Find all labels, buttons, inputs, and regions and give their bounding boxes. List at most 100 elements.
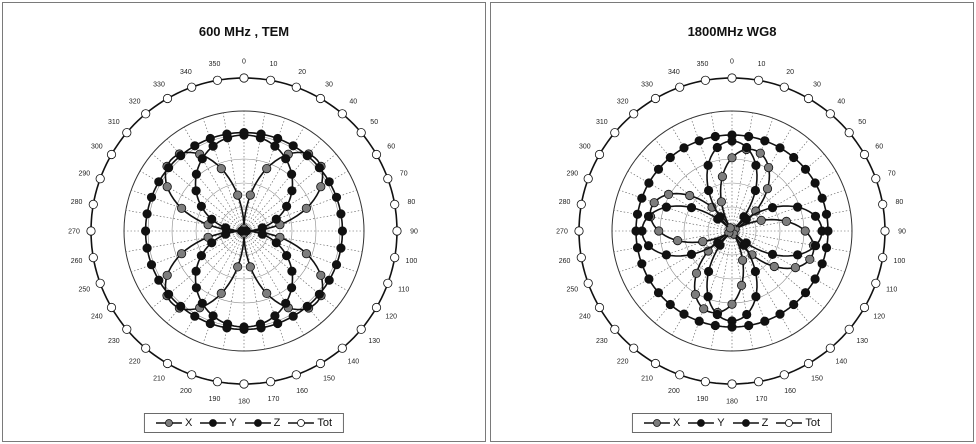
angle-tick-label: 150 <box>323 376 335 383</box>
series-point-z <box>775 309 785 319</box>
angle-tick-label: 290 <box>566 170 578 177</box>
series-point-tot <box>700 75 710 85</box>
angle-tick-label: 310 <box>596 119 608 126</box>
grid-spoke <box>731 138 810 232</box>
series-point-tot <box>650 358 661 369</box>
polar-chart-left: 600 MHz , TEM 0 10 20 30 40 50 60 70 80 90 100 110 1… <box>2 2 486 442</box>
series-point-tot <box>825 109 835 119</box>
angle-tick-label: 180 <box>238 399 250 406</box>
series-point-tot <box>727 73 737 83</box>
series-point-z <box>789 299 799 310</box>
series-point-z <box>337 226 347 236</box>
grid-spoke <box>125 209 245 232</box>
grid-spoke <box>731 230 793 336</box>
grid-spoke <box>671 230 733 336</box>
series-point-tot <box>383 278 393 288</box>
chart-legend: X Y Z Tot <box>631 413 833 433</box>
series-point-tot <box>392 226 402 236</box>
series-point-tot <box>187 370 197 380</box>
series-point-y <box>270 141 280 151</box>
angle-tick-label: 350 <box>697 61 709 68</box>
series-point-x <box>245 262 255 272</box>
angle-tick-label: 170 <box>756 396 768 403</box>
series-point-z <box>256 129 266 139</box>
series-point-y <box>792 202 803 212</box>
grid-spoke <box>243 118 286 232</box>
series-point-tot <box>583 278 593 288</box>
series-point-y <box>750 266 760 277</box>
series-point-x <box>316 182 326 192</box>
legend-marker-tot <box>776 418 803 428</box>
series-point-tot <box>753 75 764 85</box>
series-point-z <box>710 320 720 331</box>
series-point-tot <box>629 109 639 119</box>
series-point-x <box>245 190 255 200</box>
series-point-z <box>190 141 200 151</box>
grid-spoke <box>731 230 837 292</box>
series-point-z <box>653 288 664 298</box>
series-point-x <box>301 249 311 259</box>
series-point-x <box>769 261 779 272</box>
series-point-tot <box>212 377 222 387</box>
series-point-tot <box>753 377 764 387</box>
series-point-y <box>281 251 292 261</box>
series-point-y <box>661 202 671 212</box>
grid-spoke <box>654 138 733 232</box>
series-point-z <box>710 131 720 142</box>
legend-entry-y: Y <box>200 417 237 429</box>
series-point-x <box>162 270 172 280</box>
grid-spoke <box>731 230 851 253</box>
series-point-z <box>142 209 152 219</box>
series-point-tot <box>383 174 393 184</box>
series-point-z <box>665 152 675 163</box>
series-point-z <box>256 323 266 333</box>
series-point-z <box>631 226 641 236</box>
series-point-tot <box>859 302 870 313</box>
series-point-x <box>727 299 737 309</box>
series-point-x <box>762 184 773 194</box>
series-point-y <box>286 283 297 293</box>
legend-entry-y: Y <box>688 417 725 429</box>
legend-marker-x <box>643 418 670 428</box>
legend-entry-x: X <box>643 417 680 429</box>
legend-entry-z: Z <box>732 417 768 429</box>
series-point-x <box>716 197 726 207</box>
legend-entry-z: Z <box>244 417 280 429</box>
angle-tick-label: 10 <box>270 61 278 68</box>
series-point-z <box>331 260 342 270</box>
series-point-x <box>177 203 187 213</box>
angle-tick-label: 340 <box>668 69 680 76</box>
series-point-x <box>301 203 311 213</box>
angle-tick-label: 120 <box>385 314 397 321</box>
angle-tick-label: 230 <box>108 338 120 345</box>
series-point-x <box>654 226 664 236</box>
series-point-z <box>146 192 157 202</box>
angle-tick-label: 170 <box>268 396 280 403</box>
series-point-y <box>191 169 201 179</box>
grid-ring <box>707 206 757 256</box>
series-point-tot <box>239 379 249 389</box>
angle-tick-label: 70 <box>400 170 408 177</box>
legend-marker-z <box>732 418 759 428</box>
series-point-x <box>755 148 765 158</box>
angle-tick-label: 330 <box>153 81 165 88</box>
angle-tick-label: 30 <box>325 81 333 88</box>
angle-tick-label: 60 <box>387 144 395 151</box>
grid-spoke <box>243 230 322 324</box>
series-point-z <box>336 209 346 219</box>
series-point-x <box>162 182 172 192</box>
grid-spoke <box>243 209 363 232</box>
angle-tick-label: 20 <box>786 69 794 76</box>
series-point-tot <box>371 149 382 160</box>
angle-tick-label: 270 <box>68 229 80 236</box>
grid-spoke <box>731 153 825 232</box>
series-point-y <box>703 160 713 170</box>
angle-tick-label: 0 <box>242 59 246 66</box>
series-point-y <box>191 266 201 276</box>
series-point-tot <box>583 174 593 184</box>
series-point-x <box>673 236 683 246</box>
series-point-y <box>287 266 297 276</box>
grid-spoke <box>183 126 245 232</box>
series-point-z <box>789 152 799 163</box>
series-point-z <box>239 324 249 334</box>
